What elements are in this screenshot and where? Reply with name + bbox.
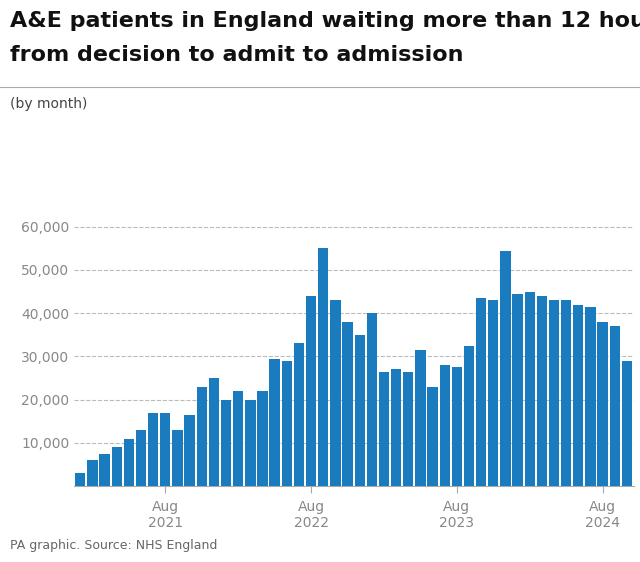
Bar [464,346,474,486]
Bar [160,413,170,486]
Bar [500,251,511,486]
Bar [184,415,195,486]
Bar [586,307,596,486]
Bar [525,292,535,486]
Text: A&E patients in England waiting more than 12 hours: A&E patients in England waiting more tha… [10,11,640,31]
Bar [99,454,109,486]
Bar [221,400,231,486]
Bar [172,430,182,486]
Bar [403,371,413,486]
Bar [428,387,438,486]
Bar [257,391,268,486]
Bar [306,296,316,486]
Bar [269,359,280,486]
Text: PA graphic. Source: NHS England: PA graphic. Source: NHS England [10,539,217,552]
Bar [610,326,620,486]
Bar [537,296,547,486]
Bar [452,367,462,486]
Bar [488,300,499,486]
Text: from decision to admit to admission: from decision to admit to admission [10,45,463,65]
Bar [136,430,146,486]
Bar [367,313,377,486]
Bar [294,343,304,486]
Bar [549,300,559,486]
Bar [561,300,572,486]
Bar [111,447,122,486]
Bar [282,361,292,486]
Text: (by month): (by month) [10,97,87,111]
Bar [355,335,365,486]
Bar [196,387,207,486]
Bar [245,400,255,486]
Bar [440,365,450,486]
Bar [415,350,426,486]
Bar [342,322,353,486]
Bar [621,361,632,486]
Bar [330,300,340,486]
Bar [318,248,328,486]
Bar [75,473,86,486]
Bar [513,294,523,486]
Bar [379,371,389,486]
Bar [87,460,97,486]
Bar [148,413,158,486]
Bar [233,391,243,486]
Bar [209,378,219,486]
Bar [573,305,584,486]
Bar [391,369,401,486]
Bar [124,438,134,486]
Bar [476,298,486,486]
Bar [598,322,608,486]
